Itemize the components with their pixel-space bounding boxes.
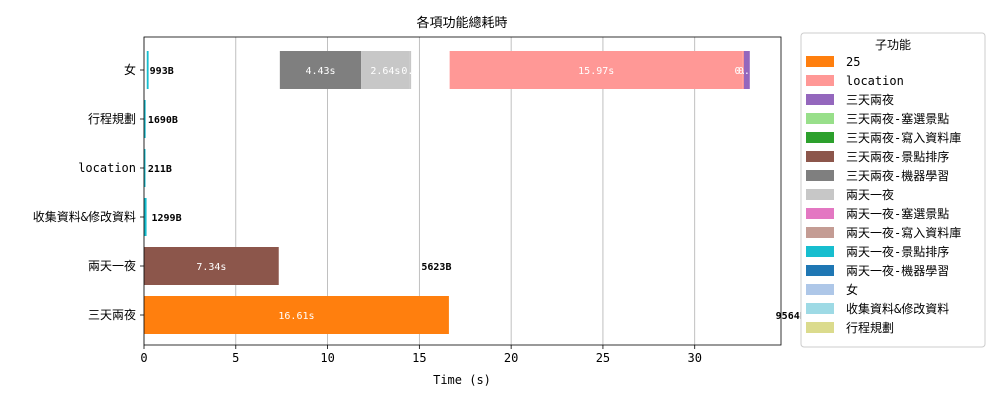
legend-box <box>800 32 986 348</box>
y-tick-label: location <box>78 161 136 175</box>
legend-label: 行程規劃 <box>846 320 894 335</box>
legend-label: 25 <box>846 55 860 69</box>
y-tick-label: 收集資料&修改資料 <box>33 209 136 224</box>
bar-segment-label: 7.34s <box>196 262 226 273</box>
bar-segment-label: 0.0 <box>735 66 753 77</box>
x-tick-label: 10 <box>320 351 334 365</box>
bar-segment <box>144 100 146 138</box>
legend-label: 三天兩夜-寫入資料庫 <box>846 130 961 145</box>
bar-segment <box>144 296 449 334</box>
legend-label: 兩天一夜-寫入資料庫 <box>846 225 961 240</box>
legend-label: 兩天一夜-景點排序 <box>846 244 949 259</box>
legend-swatch <box>806 284 834 295</box>
legend-swatch <box>806 208 834 219</box>
legend-swatch <box>806 151 834 162</box>
y-tick-label: 女 <box>124 62 136 77</box>
bar-segment <box>743 51 750 89</box>
x-tick-label: 5 <box>232 351 239 365</box>
legend-swatch <box>806 246 834 257</box>
x-tick-label: 15 <box>412 351 426 365</box>
y-tick-label: 三天兩夜 <box>88 307 136 322</box>
legend-label: 三天兩夜-機器學習 <box>846 168 949 183</box>
bar-segment <box>146 51 149 89</box>
legend-title: 子功能 <box>875 38 911 52</box>
bar-segment-label: 15.97s <box>578 66 614 77</box>
bar-segment <box>742 51 745 89</box>
x-tick-label: 0 <box>140 351 147 365</box>
bar-segment <box>144 149 146 187</box>
legend-label: 兩天一夜-塞選景點 <box>846 206 949 221</box>
y-tick-label: 兩天一夜 <box>88 258 136 273</box>
x-tick-label: 25 <box>596 351 610 365</box>
byte-label: 211B <box>148 164 172 175</box>
chart-title: 各項功能總耗時 <box>416 15 507 31</box>
byte-label: 1690B <box>148 115 178 126</box>
legend: 子功能 25 location 三天兩夜三天兩夜-塞選景點三天兩夜-寫入資料庫三天兩夜… <box>800 32 986 348</box>
legend-label: location <box>846 74 904 88</box>
legend-label: 三天兩夜-景點排序 <box>846 149 949 164</box>
legend-label: 收集資料&修改資料 <box>846 301 949 316</box>
byte-label: 1299B <box>152 213 182 224</box>
legend-swatch <box>806 189 834 200</box>
bar-segment <box>144 198 147 236</box>
bars: 4.43s 2.64s 0.0 15.97s 0.00.47.34s16.61s993B… <box>144 51 806 334</box>
plot-frame <box>143 36 782 346</box>
bar-segment-label: 0.4 <box>738 66 756 77</box>
legend-swatch <box>806 170 834 181</box>
bar-segment-label: 2.64s <box>370 66 400 77</box>
legend-swatch <box>806 75 834 86</box>
legend-label: 三天兩夜 <box>846 92 894 107</box>
legend-swatch <box>806 56 834 67</box>
legend-swatch <box>806 303 834 314</box>
bar-segment <box>361 51 410 89</box>
legend-label: 三天兩夜-塞選景點 <box>846 111 949 126</box>
legend-swatch <box>806 322 834 333</box>
legend-label: 兩天一夜 <box>846 187 894 202</box>
legend-swatch <box>806 132 834 143</box>
bar-segment <box>409 51 412 89</box>
bar-segment-label: 4.43s <box>305 66 335 77</box>
x-tick-label: 20 <box>504 351 518 365</box>
byte-label: 993B <box>150 66 174 77</box>
byte-label: 5623B <box>421 262 451 273</box>
bar-segment <box>449 51 743 89</box>
legend-swatch <box>806 94 834 105</box>
bar-segment-label: 16.61s <box>278 311 314 322</box>
bar-segment-label: 0.0 <box>401 66 419 77</box>
bar-segment <box>279 51 362 89</box>
legend-swatch <box>806 227 834 238</box>
legend-label: 女 <box>846 282 858 297</box>
legend-swatch <box>806 113 834 124</box>
legend-swatch <box>806 265 834 276</box>
x-axis-label: Time (s) <box>433 373 491 387</box>
bar-segment <box>144 247 279 285</box>
y-tick-label: 行程規劃 <box>88 111 136 126</box>
x-tick-label: 30 <box>687 351 701 365</box>
byte-label: 9564B <box>776 311 806 322</box>
legend-label: 兩天一夜-機器學習 <box>846 263 949 278</box>
